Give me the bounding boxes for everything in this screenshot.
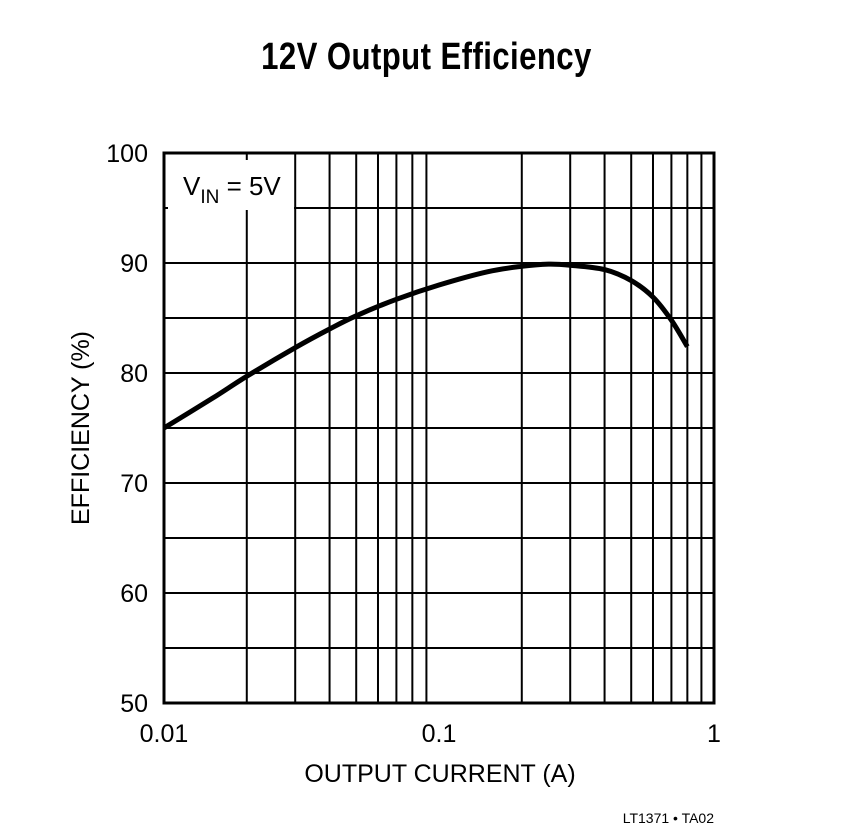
x-tick-labels: 0.01 0.1 1 bbox=[140, 720, 721, 748]
x-tick-label: 1 bbox=[707, 720, 721, 748]
vin-annotation: VIN = 5V bbox=[183, 171, 281, 208]
x-tick-label: 0.1 bbox=[422, 720, 457, 748]
y-tick-label: 70 bbox=[120, 470, 148, 498]
y-tick-label: 80 bbox=[120, 360, 148, 388]
grid-lines bbox=[164, 153, 714, 703]
efficiency-curve bbox=[162, 261, 690, 431]
y-tick-label: 60 bbox=[120, 580, 148, 608]
y-tick-label: 100 bbox=[106, 140, 148, 168]
figure-footer: LT1371 • TA02 bbox=[623, 810, 715, 826]
y-axis-label: EFFICIENCY (%) bbox=[67, 331, 95, 525]
y-tick-labels: 50 60 70 80 90 100 bbox=[106, 140, 148, 718]
x-axis-label: OUTPUT CURRENT (A) bbox=[304, 760, 575, 788]
annotation-background bbox=[168, 160, 294, 210]
y-tick-label: 90 bbox=[120, 250, 148, 278]
chart-title: 12V Output Efficiency bbox=[261, 36, 592, 78]
y-tick-label: 50 bbox=[120, 690, 148, 718]
x-tick-label: 0.01 bbox=[140, 720, 189, 748]
